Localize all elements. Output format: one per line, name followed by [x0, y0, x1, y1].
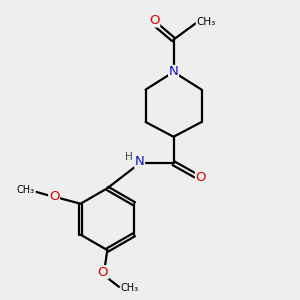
Text: H: H	[124, 152, 132, 162]
Text: O: O	[149, 14, 160, 27]
Text: CH₃: CH₃	[196, 17, 216, 27]
Text: O: O	[195, 172, 206, 184]
Text: O: O	[49, 190, 59, 203]
Text: CH₃: CH₃	[17, 185, 35, 196]
Text: CH₃: CH₃	[120, 284, 139, 293]
Text: N: N	[135, 155, 145, 168]
Text: N: N	[169, 65, 178, 79]
Text: O: O	[98, 266, 108, 279]
